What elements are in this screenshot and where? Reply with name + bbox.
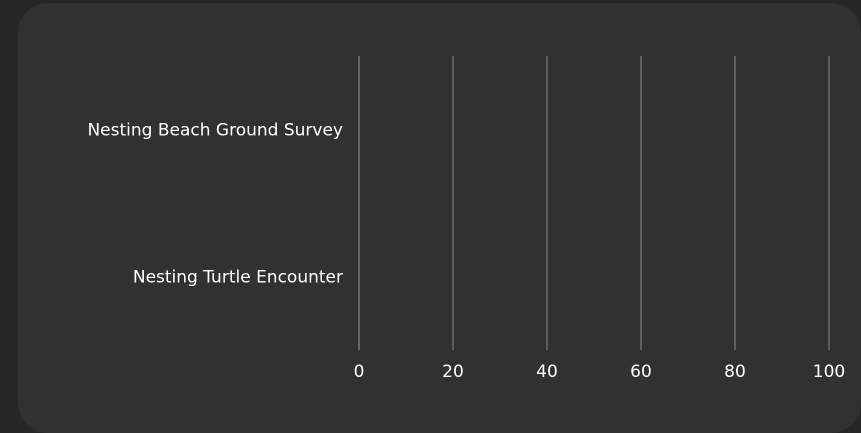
chart-card xyxy=(18,3,861,433)
x-tick-label: 40 xyxy=(536,362,558,382)
x-tick-label: 0 xyxy=(354,362,365,382)
x-tick-label: 80 xyxy=(724,362,746,382)
x-tick-label: 60 xyxy=(630,362,652,382)
category-label: Nesting Beach Ground Survey xyxy=(87,121,343,141)
x-tick-label: 100 xyxy=(813,362,845,382)
gridlines xyxy=(358,56,830,350)
x-axis-ticks: 0 20 40 60 80 100 xyxy=(354,362,846,382)
x-tick-label: 20 xyxy=(442,362,464,382)
category-labels: Nesting Beach Ground Survey Nesting Turtl… xyxy=(87,121,343,288)
category-label: Nesting Turtle Encounter xyxy=(133,268,343,288)
